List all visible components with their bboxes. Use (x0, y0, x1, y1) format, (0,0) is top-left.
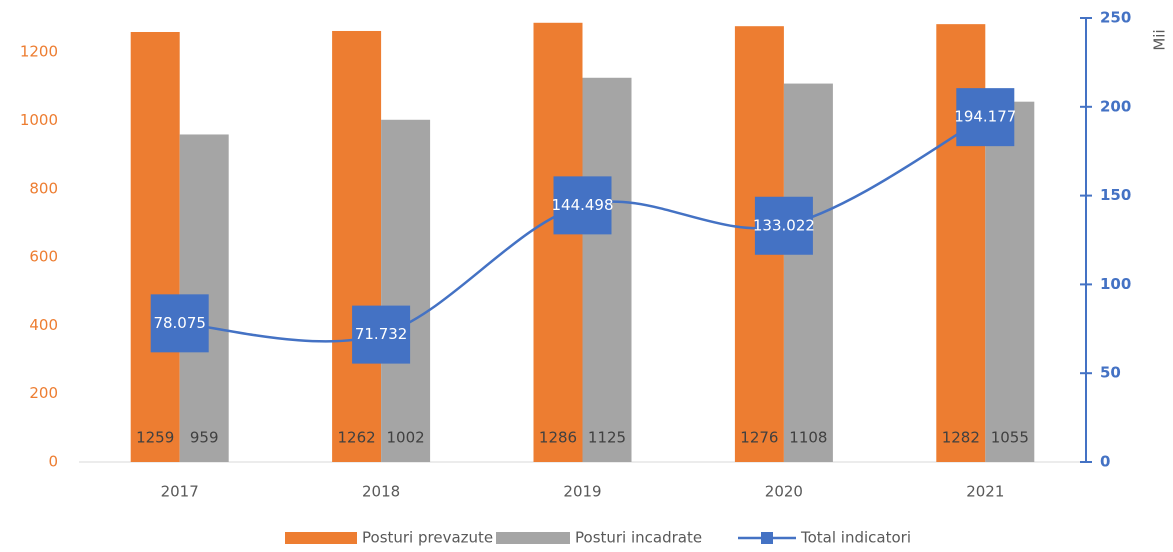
y-tick-label: 200 (29, 384, 58, 402)
y-tick-label: 0 (48, 453, 58, 471)
bar-value-label: 1262 (338, 429, 376, 447)
x-tick-label: 2018 (362, 483, 400, 501)
bar-value-label: 1286 (539, 429, 577, 447)
y-tick-label: 1000 (20, 111, 58, 129)
legend-marker (761, 532, 773, 544)
x-tick-label: 2021 (966, 483, 1004, 501)
line-marker (956, 88, 1015, 147)
y2-tick-label: 200 (1100, 97, 1131, 115)
line-value-label: 71.732 (355, 325, 408, 343)
bar (783, 83, 833, 463)
legend-label: Posturi incadrate (575, 529, 702, 547)
bar (533, 22, 583, 463)
y2-tick-label: 100 (1100, 275, 1131, 293)
bar-value-label: 1259 (136, 429, 174, 447)
x-tick-label: 2020 (765, 483, 803, 501)
y2-axis-label: Mii (1151, 29, 1169, 50)
y-tick-label: 600 (29, 248, 58, 266)
y2-tick-label: 50 (1100, 364, 1121, 382)
line-marker (150, 294, 209, 353)
line-value-label: 144.498 (551, 196, 613, 214)
bar (332, 30, 382, 463)
legend-swatch (285, 532, 357, 544)
line-marker (553, 176, 612, 235)
bar-value-label: 1282 (942, 429, 980, 447)
bar-value-label: 1108 (789, 429, 827, 447)
line-marker (352, 305, 411, 364)
bar (582, 77, 632, 463)
bar (130, 32, 180, 462)
bar-value-label: 959 (190, 429, 219, 447)
legend-label: Posturi prevazute (362, 529, 493, 547)
y-tick-label: 1200 (20, 43, 58, 61)
y-tick-label: 800 (29, 179, 58, 197)
y2-tick-label: 150 (1100, 186, 1131, 204)
y2-tick-label: 250 (1100, 9, 1131, 27)
bar-value-label: 1125 (588, 429, 626, 447)
line-value-label: 78.075 (153, 314, 206, 332)
bar-value-label: 1276 (740, 429, 778, 447)
bar-value-label: 1055 (991, 429, 1029, 447)
bar-value-label: 1002 (387, 429, 425, 447)
legend-swatch (496, 532, 570, 544)
bar (381, 119, 431, 462)
line-value-label: 194.177 (954, 108, 1016, 126)
x-tick-label: 2017 (161, 483, 199, 501)
y2-tick-label: 0 (1100, 453, 1110, 471)
legend-label: Total indicatori (800, 529, 911, 547)
line-value-label: 133.022 (753, 216, 815, 234)
x-tick-label: 2019 (563, 483, 601, 501)
bar (985, 101, 1035, 462)
line-marker (754, 196, 813, 255)
y-tick-label: 400 (29, 316, 58, 334)
